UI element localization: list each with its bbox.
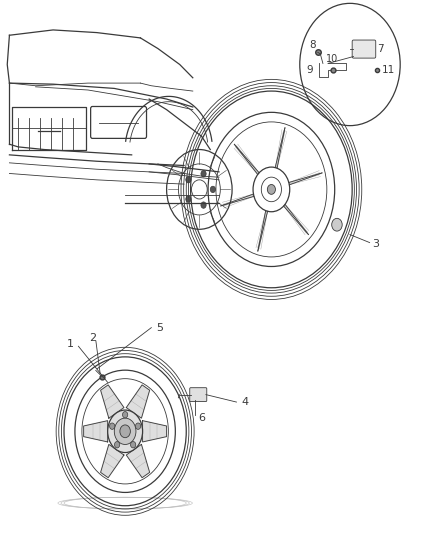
Text: 1: 1 xyxy=(67,338,74,349)
Text: 2: 2 xyxy=(89,333,96,343)
Circle shape xyxy=(108,410,143,453)
Circle shape xyxy=(186,196,191,203)
Circle shape xyxy=(186,176,191,183)
Circle shape xyxy=(267,184,276,195)
Polygon shape xyxy=(101,445,124,478)
Text: 5: 5 xyxy=(155,322,162,333)
Circle shape xyxy=(120,425,131,438)
Circle shape xyxy=(210,186,215,192)
Circle shape xyxy=(114,441,120,448)
Text: 7: 7 xyxy=(377,44,384,54)
Text: 10: 10 xyxy=(326,54,339,64)
Text: 11: 11 xyxy=(382,66,396,75)
Polygon shape xyxy=(126,445,150,478)
Polygon shape xyxy=(126,385,150,418)
Polygon shape xyxy=(84,421,108,442)
Circle shape xyxy=(201,171,206,177)
FancyBboxPatch shape xyxy=(352,40,376,58)
Text: 3: 3 xyxy=(373,239,380,248)
FancyBboxPatch shape xyxy=(190,387,207,401)
Text: 6: 6 xyxy=(198,413,205,423)
Circle shape xyxy=(201,202,206,208)
Circle shape xyxy=(123,411,128,418)
Text: 4: 4 xyxy=(242,397,249,407)
Text: 9: 9 xyxy=(307,66,313,75)
Polygon shape xyxy=(101,385,124,418)
Circle shape xyxy=(114,418,136,445)
Circle shape xyxy=(131,441,136,448)
Polygon shape xyxy=(143,421,166,442)
Circle shape xyxy=(332,219,342,231)
Circle shape xyxy=(135,423,141,430)
Text: 8: 8 xyxy=(309,39,316,50)
Circle shape xyxy=(110,423,115,430)
